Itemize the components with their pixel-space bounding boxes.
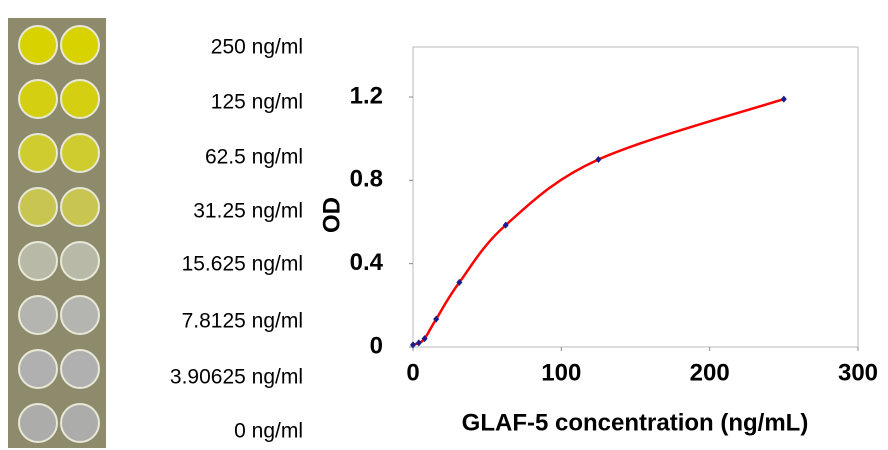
x-tick-label: 300 [838,359,878,386]
well [18,133,58,173]
well [60,295,100,335]
well-label: 3.90625 ng/ml [170,366,303,389]
well [18,349,58,389]
x-tick-label: 0 [406,359,419,386]
y-tick-label: 0.4 [350,249,384,276]
y-tick-label: 0.8 [350,166,383,193]
well-label: 31.25 ng/ml [193,200,303,223]
x-tick-label: 100 [541,359,581,386]
well [18,241,58,281]
well [18,187,58,227]
x-axis-label: GLAF-5 concentration (ng/mL) [462,409,809,436]
well [18,25,58,65]
well [18,79,58,119]
plate-photo [8,18,106,448]
y-axis-label: OD [318,197,345,233]
wells [18,25,100,443]
data-point [595,156,602,163]
chart: 0 0.4 0.8 1.2 0 100 200 300 [350,82,878,386]
well-labels: 250 ng/ml 125 ng/ml 62.5 ng/ml 31.25 ng/ml 1… [170,36,303,443]
data-point [415,339,422,347]
well-label: 125 ng/ml [211,91,303,114]
well [60,187,100,227]
data-point [780,95,787,103]
well [60,403,100,443]
data-point [433,315,440,323]
well [60,25,100,65]
fit-curve [412,97,785,347]
well [60,349,100,389]
data-point [410,341,416,349]
data-point [421,335,428,343]
plot-frame [412,46,859,348]
well [18,403,58,443]
well [60,133,100,173]
well-label: 0 ng/ml [234,420,303,443]
well-label: 250 ng/ml [211,36,303,59]
data-point [456,278,463,286]
well-label: 7.8125 ng/ml [182,310,303,333]
well [18,295,58,335]
well [60,79,100,119]
data-point [502,221,509,229]
well-label: 62.5 ng/ml [205,146,303,169]
y-tick-label: 1.2 [350,82,383,109]
well-label: 15.625 ng/ml [182,253,303,276]
y-tick-label: 0 [370,332,383,359]
well [60,241,100,281]
x-tick-label: 200 [690,359,730,386]
